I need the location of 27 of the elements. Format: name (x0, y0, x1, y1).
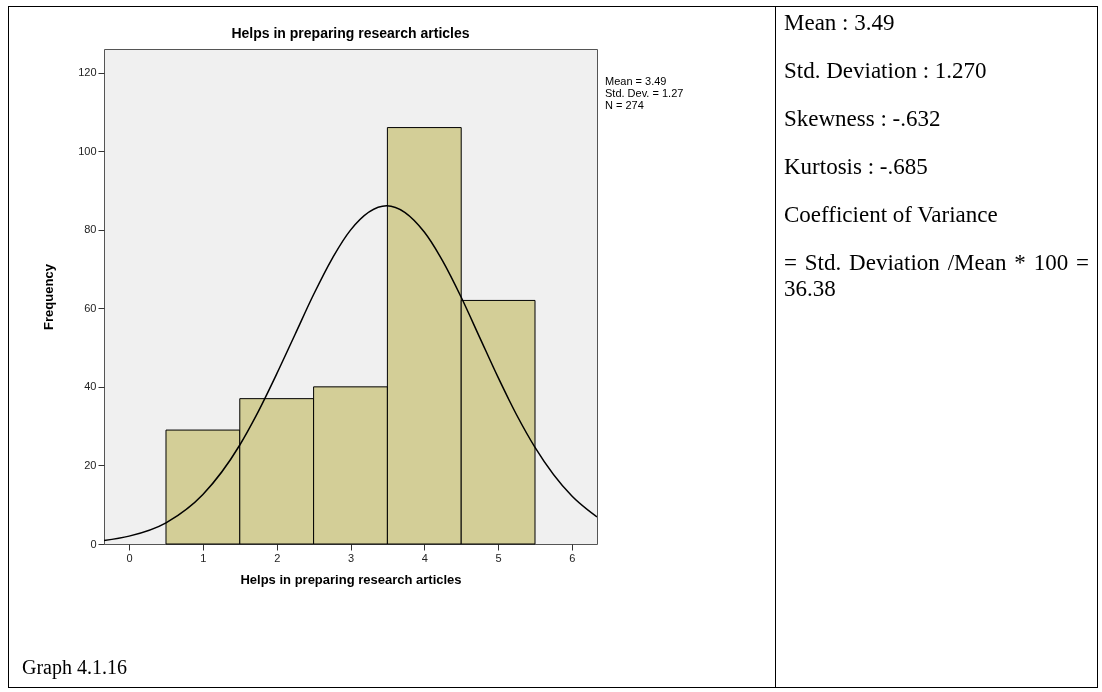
y-tick-label: 20 (84, 458, 97, 471)
caption: Graph 4.1.16 (22, 656, 127, 679)
text: = Std. Deviation /Mean * 100 = 36.38 (784, 250, 1089, 302)
x-tick-label: 1 (200, 551, 207, 564)
text: Mean : 3.49 (784, 10, 896, 36)
text: Coefficient of Variance (784, 202, 999, 228)
y-tick-label: 80 (84, 223, 97, 236)
x-tick-label: 5 (495, 551, 502, 564)
text: Std. Dev. = 1.27 (605, 87, 684, 99)
y-tick-label: 100 (78, 144, 97, 157)
text: Mean = 3.49 (605, 75, 668, 87)
x-tick-label: 0 (126, 551, 133, 564)
x-tick-label: 6 (569, 551, 576, 564)
y-tick-label: 60 (84, 301, 97, 314)
x-tick-label: 3 (347, 551, 355, 564)
text: Kurtosis : -.685 (784, 154, 929, 180)
y-tick-label: 40 (84, 380, 97, 393)
x-tick-label: 4 (421, 551, 428, 564)
y-tick-label: 0 (90, 537, 97, 550)
y-tick-label: 120 (78, 66, 97, 79)
text: N = 274 (605, 99, 645, 111)
chart-title: Helps in preparing research articles (231, 25, 470, 41)
text: Std. Deviation : 1.270 (784, 58, 988, 84)
x-tick-label: 2 (274, 551, 281, 564)
y-axis-title: Frequency (41, 263, 57, 330)
x-axis-title: Helps in preparing research articles (240, 571, 462, 587)
text: Skewness : -.632 (784, 106, 942, 132)
